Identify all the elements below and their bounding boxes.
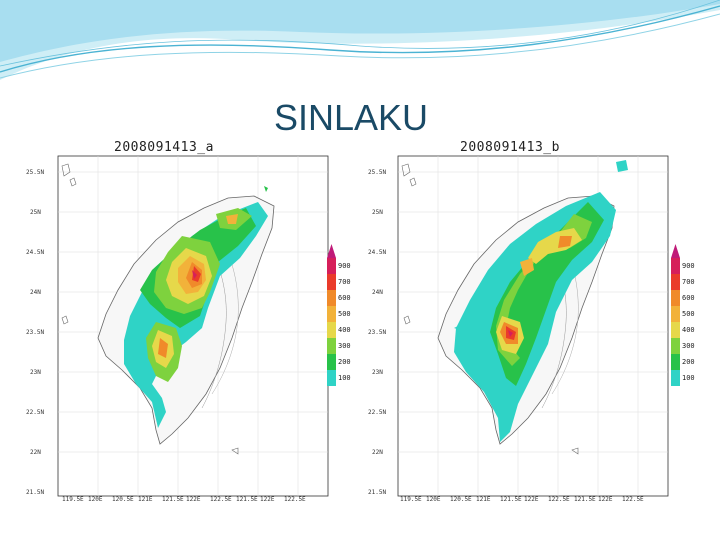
legend-label: 400	[338, 326, 351, 334]
lat-label: 25N	[30, 209, 41, 216]
rainfall-map-a	[57, 155, 329, 497]
lon-label: 122E	[186, 496, 201, 503]
lat-label: 24.5N	[368, 249, 387, 256]
lon-label: 120E	[426, 496, 441, 503]
lat-label: 21.5N	[368, 489, 387, 496]
legend-label: 100	[682, 374, 695, 382]
legend-swatch	[327, 354, 336, 370]
lon-label: 121.5E	[574, 496, 596, 503]
lon-label: 122.5E	[622, 496, 644, 503]
lon-label: 122.5E	[210, 496, 232, 503]
lon-label: 122.5E	[284, 496, 306, 503]
legend-label: 600	[338, 294, 351, 302]
lon-label: 121.5E	[500, 496, 522, 503]
lon-label: 122.5E	[548, 496, 570, 503]
lon-label: 121.5E	[162, 496, 184, 503]
lat-label: 22.5N	[26, 409, 45, 416]
legend-label: 500	[682, 310, 695, 318]
lat-label: 25N	[372, 209, 383, 216]
legend-label: 900	[682, 262, 695, 270]
map-title-a: 2008091413_a	[114, 140, 214, 155]
legend-swatch	[327, 258, 336, 274]
legend-label: 200	[338, 358, 351, 366]
lat-label: 25.5N	[368, 169, 387, 176]
legend-label: 500	[338, 310, 351, 318]
color-legend-b: 900 700 600 500 400 300 200 100	[666, 244, 700, 394]
lon-label: 122E	[524, 496, 539, 503]
rainfall-map-b	[397, 155, 669, 497]
lat-label: 21.5N	[26, 489, 45, 496]
legend-swatch	[671, 354, 680, 370]
legend-swatch	[671, 322, 680, 338]
map-panel-b: 2008091413_b 25.5N 25N 24.5N 24N 23.5N 2…	[360, 132, 715, 507]
lon-label: 122E	[598, 496, 613, 503]
legend-label: 900	[338, 262, 351, 270]
lon-label: 122E	[260, 496, 275, 503]
legend-label: 700	[682, 278, 695, 286]
lon-label: 120.5E	[450, 496, 472, 503]
lat-label: 25.5N	[26, 169, 45, 176]
lat-label: 23.5N	[368, 329, 387, 336]
legend-label: 200	[682, 358, 695, 366]
legend-label: 300	[682, 342, 695, 350]
lat-label: 22.5N	[368, 409, 387, 416]
lat-label: 22N	[372, 449, 383, 456]
map-panel-a: 2008091413_a 25.5N 25N 24.5N 24N 23.5N 2…	[6, 132, 361, 507]
color-legend-a: 900 700 600 500 400 300 200 100	[322, 244, 356, 394]
lon-label: 120.5E	[112, 496, 134, 503]
legend-label: 600	[682, 294, 695, 302]
lon-label: 121E	[476, 496, 491, 503]
lon-label: 119.5E	[400, 496, 422, 503]
legend-swatch	[327, 338, 336, 354]
lat-label: 23.5N	[26, 329, 45, 336]
lon-label: 121.5E	[236, 496, 258, 503]
legend-swatch	[327, 290, 336, 306]
lat-label: 23N	[30, 369, 41, 376]
legend-label: 400	[682, 326, 695, 334]
legend-swatch	[327, 370, 336, 386]
legend-swatch	[671, 290, 680, 306]
lat-label: 24.5N	[26, 249, 45, 256]
lon-label: 120E	[88, 496, 103, 503]
legend-swatch	[327, 274, 336, 290]
legend-swatch	[671, 338, 680, 354]
lon-label: 119.5E	[62, 496, 84, 503]
lat-label: 22N	[30, 449, 41, 456]
slide-title: SINLAKU	[274, 97, 429, 138]
legend-swatch	[671, 370, 680, 386]
map-title-b: 2008091413_b	[460, 140, 560, 155]
legend-swatch	[327, 306, 336, 322]
lon-label: 121E	[138, 496, 153, 503]
lat-label: 23N	[372, 369, 383, 376]
legend-swatch	[671, 306, 680, 322]
lat-label: 24N	[372, 289, 383, 296]
legend-swatch	[671, 274, 680, 290]
header-banner	[0, 0, 720, 80]
legend-swatch	[671, 258, 680, 274]
legend-label: 100	[338, 374, 351, 382]
legend-label: 300	[338, 342, 351, 350]
legend-label: 700	[338, 278, 351, 286]
lat-label: 24N	[30, 289, 41, 296]
legend-swatch	[327, 322, 336, 338]
